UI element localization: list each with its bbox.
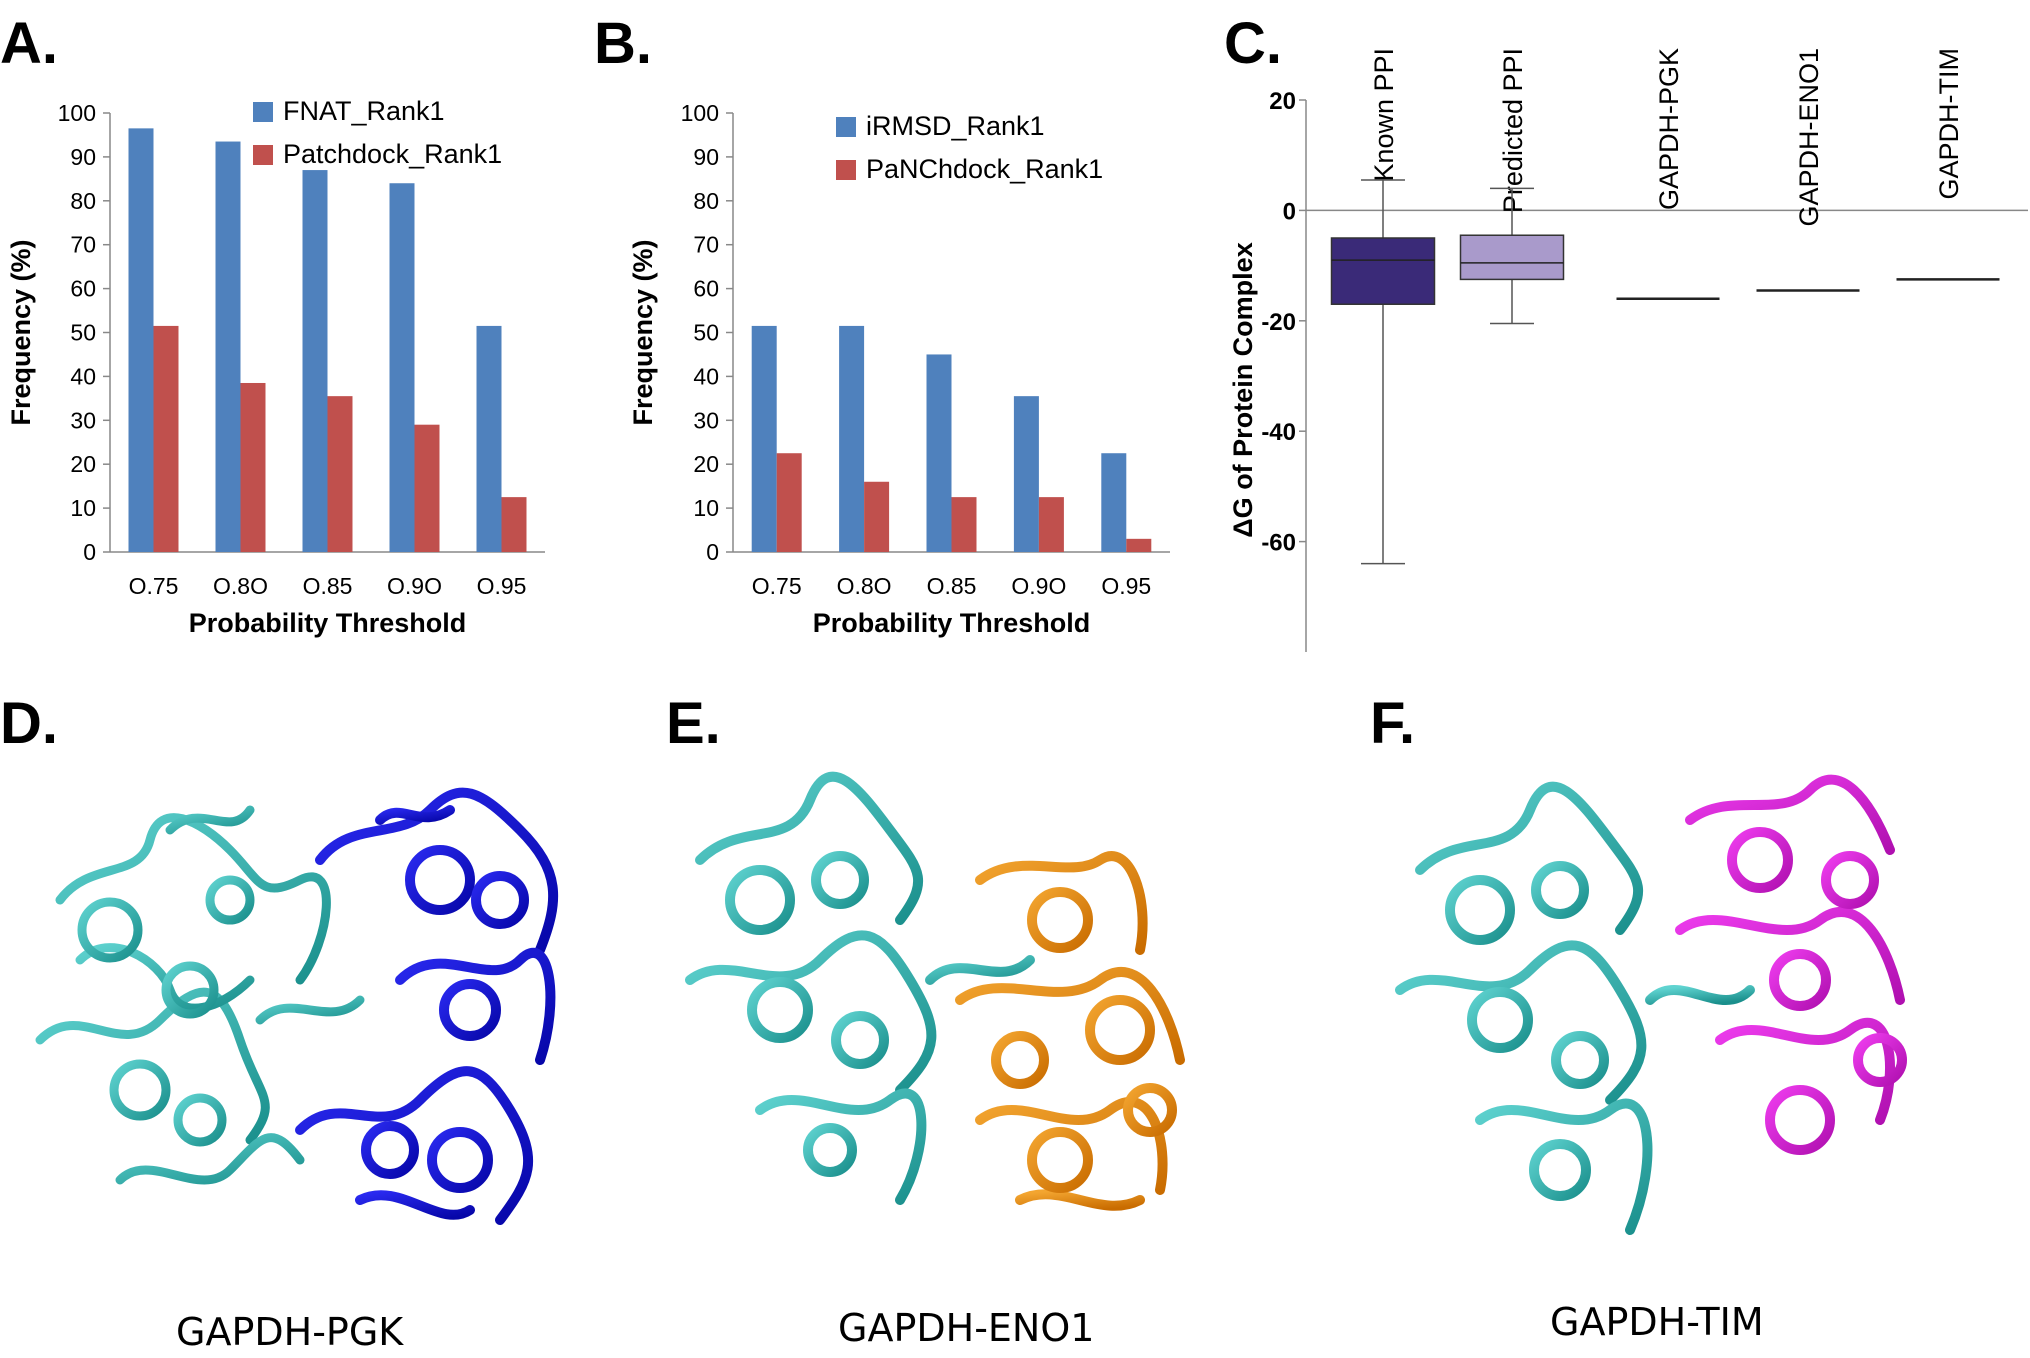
box — [1330, 237, 1436, 305]
y-tick-label: 60 — [70, 276, 96, 302]
structure-gapdh-eno1 — [685, 771, 1185, 1211]
y-tick-label: 70 — [70, 232, 96, 258]
legend-swatch — [253, 145, 273, 165]
y-tick-label: 100 — [58, 100, 96, 126]
structure-gapdh-tim — [1395, 774, 1907, 1235]
y-tick-label: 100 — [681, 100, 719, 126]
x-tick-label: O.8O — [837, 573, 892, 599]
bar — [926, 354, 952, 552]
y-tick-label: 40 — [70, 363, 96, 389]
y-tick-label: 60 — [693, 276, 719, 302]
bar — [501, 497, 527, 552]
bar — [302, 170, 328, 552]
y-tick-label: 30 — [70, 407, 96, 433]
category-label: GAPDH-ENO1 — [1794, 48, 1824, 227]
y-tick-label: 50 — [693, 320, 719, 346]
bar — [327, 396, 353, 552]
category-label: GAPDH-TIM — [1934, 48, 1964, 200]
x-axis-title: Probability Threshold — [189, 608, 467, 638]
legend-label: iRMSD_Rank1 — [866, 111, 1045, 141]
gapdh-teal-ribbon — [35, 805, 365, 1185]
eno1-orange-ribbon — [955, 851, 1185, 1211]
legend-swatch — [836, 117, 856, 137]
bar — [1126, 538, 1152, 552]
legend-label: FNAT_Rank1 — [283, 96, 445, 126]
panel-label-c: C. — [1224, 11, 1282, 76]
y-tick-label: 10 — [70, 495, 96, 521]
bar — [240, 382, 266, 552]
x-tick-label: O.75 — [752, 573, 802, 599]
y-axis-title: Frequency (%) — [6, 239, 36, 425]
category-label: Predicted PPI — [1498, 48, 1528, 213]
legend-label: Patchdock_Rank1 — [283, 139, 502, 169]
caption-gapdh-eno1: GAPDH-ENO1 — [838, 1306, 1095, 1350]
x-tick-label: O.9O — [1011, 573, 1066, 599]
x-tick-label: O.95 — [477, 573, 527, 599]
bar — [215, 141, 241, 552]
bar — [1038, 497, 1064, 552]
y-tick-label: -60 — [1261, 530, 1296, 557]
caption-gapdh-pgk: GAPDH-PGK — [176, 1310, 404, 1354]
y-tick-label: 80 — [70, 188, 96, 214]
bar — [414, 424, 440, 552]
panel-label-b: B. — [594, 11, 652, 76]
y-tick-label: 40 — [693, 363, 719, 389]
y-tick-label: 90 — [70, 144, 96, 170]
y-tick-label: 20 — [70, 451, 96, 477]
y-axis-title: Frequency (%) — [628, 239, 658, 425]
tim-magenta-ribbon — [1675, 774, 1907, 1155]
y-tick-label: 0 — [1283, 198, 1296, 225]
gapdh-teal-ribbon-e — [685, 771, 1035, 1205]
y-tick-label: 20 — [1269, 88, 1296, 115]
y-tick-label: -40 — [1261, 419, 1296, 446]
panel-label-a: A. — [0, 11, 58, 76]
y-tick-label: 70 — [693, 232, 719, 258]
bar — [839, 325, 865, 552]
bar — [476, 325, 502, 552]
x-tick-label: O.8O — [213, 573, 268, 599]
legend-swatch — [253, 102, 273, 122]
panel-label-e: E. — [666, 691, 721, 756]
y-tick-label: 20 — [693, 451, 719, 477]
y-tick-label: 50 — [70, 320, 96, 346]
x-tick-label: O.95 — [1101, 573, 1151, 599]
pgk-blue-ribbon — [295, 787, 559, 1225]
category-label: GAPDH-PGK — [1654, 48, 1684, 210]
y-tick-label: 90 — [693, 144, 719, 170]
legend-swatch — [836, 160, 856, 180]
panel-label-f: F. — [1370, 691, 1416, 756]
bar — [153, 325, 179, 552]
y-tick-label: 30 — [693, 407, 719, 433]
bar — [389, 183, 415, 553]
y-axis-title: ΔG of Protein Complex — [1228, 242, 1258, 537]
bar — [128, 128, 154, 553]
bar — [951, 497, 977, 552]
y-tick-label: 10 — [693, 495, 719, 521]
y-tick-label: 0 — [706, 539, 719, 565]
bar — [1013, 396, 1039, 552]
category-label: Known PPI — [1369, 48, 1399, 182]
x-tick-label: O.85 — [303, 573, 353, 599]
bar — [864, 481, 890, 552]
y-tick-label: 0 — [83, 539, 96, 565]
bar — [751, 325, 777, 552]
structure-gapdh-pgk — [35, 787, 559, 1225]
bar — [776, 453, 802, 552]
panel-label-d: D. — [0, 691, 58, 756]
y-tick-label: 80 — [693, 188, 719, 214]
x-tick-label: O.85 — [927, 573, 977, 599]
gapdh-teal-ribbon-f — [1395, 781, 1755, 1235]
box — [1459, 234, 1565, 281]
bar — [1101, 453, 1127, 552]
x-axis-title: Probability Threshold — [813, 608, 1091, 638]
x-tick-label: O.75 — [129, 573, 179, 599]
legend-label: PaNChdock_Rank1 — [866, 154, 1103, 184]
y-tick-label: -20 — [1261, 309, 1296, 336]
x-tick-label: O.9O — [387, 573, 442, 599]
caption-gapdh-tim: GAPDH-TIM — [1550, 1300, 1764, 1344]
